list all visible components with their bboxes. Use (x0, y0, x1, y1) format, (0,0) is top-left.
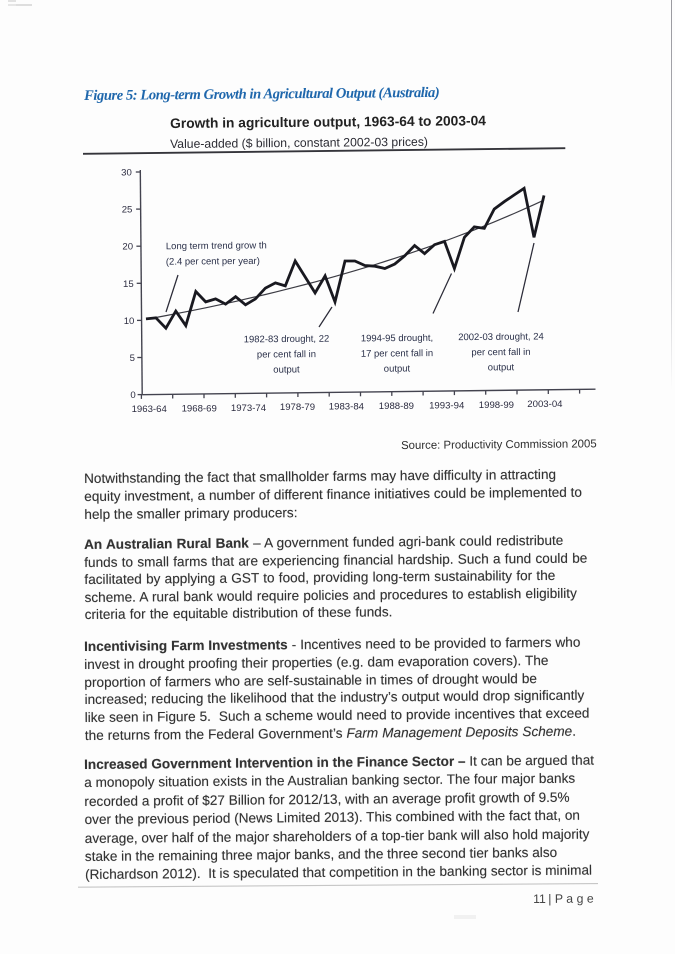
svg-text:10: 10 (124, 316, 135, 327)
svg-text:1998-99: 1998-99 (479, 400, 514, 411)
svg-text:Long term trend grow th: Long term trend grow th (166, 240, 267, 252)
svg-text:1968-69: 1968-69 (182, 403, 217, 414)
svg-text:15: 15 (123, 279, 134, 290)
svg-text:2003-04: 2003-04 (527, 399, 563, 410)
svg-text:25: 25 (122, 205, 133, 216)
svg-text:1978-79: 1978-79 (280, 402, 315, 413)
svg-text:1983-84: 1983-84 (329, 402, 365, 413)
svg-text:output: output (488, 362, 515, 373)
svg-text:(2.4 per cent per year): (2.4 per cent per year) (166, 256, 260, 268)
svg-text:1994-95 drought,: 1994-95 drought, (361, 333, 433, 345)
svg-text:1993-94: 1993-94 (429, 400, 465, 411)
svg-text:1982-83 drought, 22: 1982-83 drought, 22 (244, 334, 330, 346)
svg-text:output: output (384, 363, 411, 374)
svg-text:17 per cent fall in: 17 per cent fall in (361, 348, 433, 360)
svg-text:per cent fall in: per cent fall in (471, 347, 530, 359)
svg-text:2002-03 drought, 24: 2002-03 drought, 24 (458, 331, 544, 343)
svg-text:30: 30 (121, 168, 132, 179)
svg-text:per cent fall in: per cent fall in (257, 349, 316, 361)
svg-text:1963-64: 1963-64 (132, 404, 168, 415)
svg-text:output: output (273, 364, 300, 375)
svg-text:5: 5 (130, 353, 135, 364)
svg-text:20: 20 (122, 242, 133, 253)
svg-text:1988-89: 1988-89 (379, 401, 414, 412)
svg-text:1973-74: 1973-74 (231, 403, 267, 414)
svg-text:0: 0 (130, 390, 135, 401)
